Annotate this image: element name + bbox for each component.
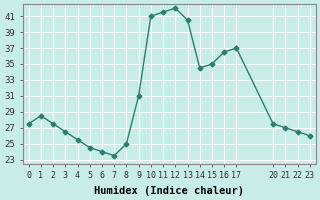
X-axis label: Humidex (Indice chaleur): Humidex (Indice chaleur) [94,186,244,196]
